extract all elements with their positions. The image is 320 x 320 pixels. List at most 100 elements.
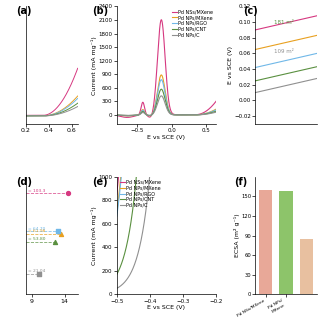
- Pd NSs/MXene: [120, 115, 124, 119]
- Text: = 21.04: = 21.04: [28, 269, 45, 273]
- Pd NPs/RGO: [212, 109, 215, 113]
- Pd NPs/CNT: [212, 110, 215, 114]
- Pd NPs/C: [125, 114, 129, 117]
- Pd NPs/C: [212, 111, 215, 115]
- Pd NPs/C: [192, 163, 196, 167]
- Pd NSs/MXene: [159, 163, 163, 167]
- Pd NPs/C: [214, 163, 218, 167]
- Pd NPs/C: [125, 277, 129, 281]
- Pd NPs/C: [155, 163, 159, 167]
- Pd NPs/CNT: [125, 242, 129, 246]
- Pd NPs/C: [193, 113, 197, 117]
- Point: [56, 228, 61, 234]
- Pd NSs/MXene: [214, 163, 218, 167]
- Text: = 61.98: = 61.98: [28, 229, 45, 233]
- Pd NPs/MXene: [192, 163, 196, 167]
- Bar: [279, 191, 293, 294]
- Pd NPs/RGO: [115, 113, 119, 117]
- Line: Pd NPs/CNT: Pd NPs/CNT: [117, 89, 216, 116]
- Pd NPs/MXene: [161, 75, 164, 79]
- Text: (d): (d): [16, 177, 32, 187]
- Pd NPs/RGO: [214, 163, 218, 167]
- Pd NPs/MXene: [193, 113, 197, 117]
- Legend: Pd NSs/MXene, Pd NPs/MXene, Pd NPs/RGO, Pd NPs/CNT, Pd NPs/C: Pd NSs/MXene, Pd NPs/MXene, Pd NPs/RGO, …: [119, 179, 162, 208]
- Text: (e): (e): [92, 177, 108, 187]
- Pd NPs/CNT: [214, 163, 218, 167]
- Text: = 103.3: = 103.3: [28, 189, 45, 193]
- Pd NPs/CNT: [159, 87, 163, 91]
- Pd NSs/MXene: [115, 193, 119, 196]
- Pd NPs/MXene: [163, 89, 167, 93]
- Pd NSs/MXene: [212, 103, 215, 107]
- Line: Pd NPs/CNT: Pd NPs/CNT: [117, 165, 216, 275]
- Pd NPs/C: [159, 163, 163, 167]
- Pd NSs/MXene: [155, 163, 159, 167]
- Pd NPs/CNT: [212, 110, 215, 114]
- Pd NSs/MXene: [125, 116, 129, 119]
- Pd NPs/RGO: [125, 114, 129, 118]
- Pd NSs/MXene: [159, 18, 163, 22]
- Pd NSs/MXene: [194, 163, 198, 167]
- Line: Pd NSs/MXene: Pd NSs/MXene: [117, 20, 216, 117]
- Point: [52, 239, 58, 244]
- Pd NPs/RGO: [161, 80, 164, 84]
- Pd NPs/MXene: [155, 163, 159, 167]
- Pd NPs/RGO: [192, 163, 196, 167]
- Pd NPs/CNT: [115, 113, 119, 117]
- Pd NPs/RGO: [159, 78, 163, 82]
- Pd NPs/C: [115, 286, 119, 290]
- Pd NSs/MXene: [214, 99, 218, 103]
- Pd NSs/MXene: [193, 113, 197, 116]
- Pd NPs/C: [163, 102, 167, 106]
- Bar: [300, 239, 313, 294]
- Pd NPs/MXene: [159, 163, 163, 167]
- Pd NPs/C: [159, 94, 163, 98]
- Pd NPs/CNT: [194, 163, 198, 167]
- Pd NPs/RGO: [155, 163, 159, 167]
- Text: 181 m²: 181 m²: [274, 20, 293, 25]
- Pd NPs/C: [194, 163, 198, 167]
- Pd NPs/MXene: [115, 211, 119, 214]
- Pd NPs/C: [120, 113, 124, 117]
- Line: Pd NPs/C: Pd NPs/C: [117, 96, 216, 116]
- Pd NPs/MXene: [120, 163, 124, 167]
- Line: Pd NPs/MXene: Pd NPs/MXene: [117, 165, 216, 212]
- Pd NPs/CNT: [161, 89, 164, 92]
- Pd NSs/MXene: [163, 57, 167, 60]
- Pd NPs/RGO: [194, 163, 198, 167]
- Pd NPs/RGO: [159, 163, 163, 167]
- Line: Pd NSs/MXene: Pd NSs/MXene: [117, 165, 216, 195]
- Pd NPs/CNT: [163, 98, 167, 102]
- Pd NPs/C: [212, 111, 215, 115]
- Point: [59, 231, 64, 236]
- Pd NPs/MXene: [159, 73, 163, 77]
- Pd NPs/RGO: [183, 163, 187, 167]
- Pd NPs/RGO: [120, 114, 124, 117]
- Pd NPs/C: [214, 110, 218, 114]
- Point: [36, 271, 41, 276]
- X-axis label: E vs SCE (V): E vs SCE (V): [148, 134, 186, 140]
- Pd NSs/MXene: [192, 163, 196, 167]
- Pd NPs/MXene: [183, 163, 187, 167]
- Pd NPs/CNT: [159, 163, 163, 167]
- Pd NSs/MXene: [125, 163, 129, 167]
- Pd NPs/MXene: [120, 114, 124, 117]
- Pd NPs/MXene: [214, 163, 218, 167]
- Pd NPs/CNT: [155, 163, 159, 167]
- Pd NSs/MXene: [212, 103, 215, 107]
- Line: Pd NPs/C: Pd NPs/C: [117, 165, 216, 288]
- Line: Pd NPs/RGO: Pd NPs/RGO: [117, 165, 216, 216]
- Pd NPs/C: [149, 163, 153, 167]
- Y-axis label: Current (mA mg⁻¹): Current (mA mg⁻¹): [91, 36, 97, 94]
- Text: (b): (b): [92, 6, 108, 16]
- Pd NPs/C: [161, 95, 164, 99]
- Pd NPs/MXene: [125, 163, 129, 167]
- Text: 109 m²: 109 m²: [274, 49, 293, 54]
- Y-axis label: E vs SCE (V): E vs SCE (V): [228, 46, 233, 84]
- Bar: [259, 190, 272, 294]
- Y-axis label: ECSA (m² g⁻¹): ECSA (m² g⁻¹): [234, 214, 240, 257]
- Point: [65, 191, 70, 196]
- Line: Pd NPs/RGO: Pd NPs/RGO: [117, 80, 216, 116]
- Line: Pd NPs/MXene: Pd NPs/MXene: [117, 75, 216, 116]
- Pd NSs/MXene: [118, 163, 122, 167]
